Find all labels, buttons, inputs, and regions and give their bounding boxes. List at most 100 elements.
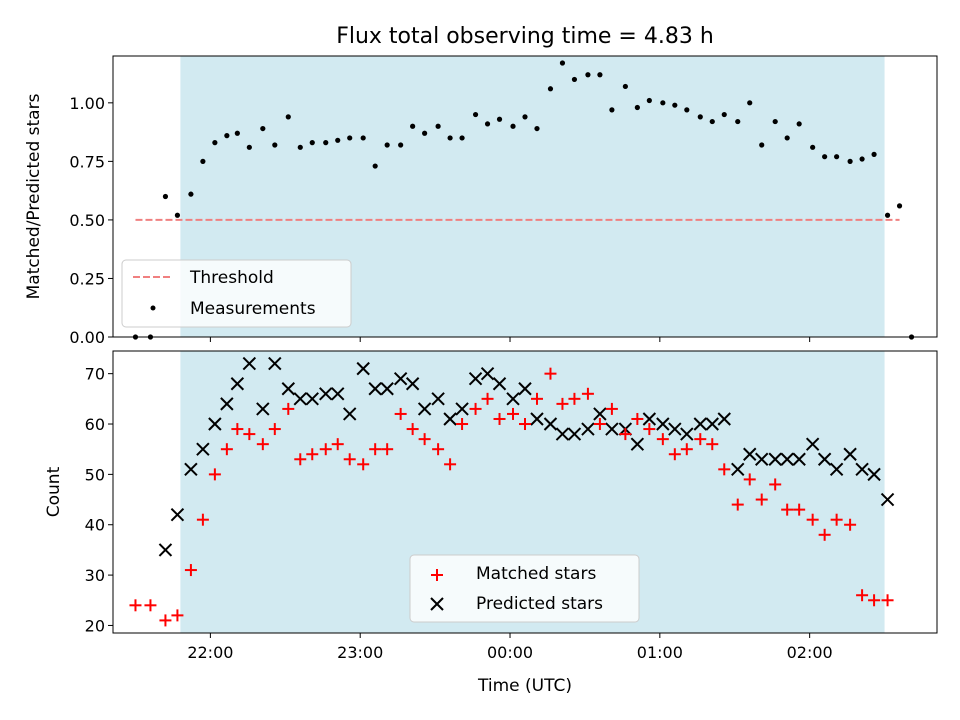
measurement-point [660,100,666,106]
predicted-stars-point [630,437,645,451]
predicted-stars-point [829,462,844,477]
predicted-stars-point [196,442,210,456]
measurement-point [747,100,753,106]
top-x-axis-ticks [209,337,811,342]
x-axis-label: Time (UTC) [477,676,572,696]
measurement-point [174,212,181,218]
predicted-stars-point [184,462,198,477]
predicted-stars-point [430,597,444,611]
measurement-point [721,111,727,118]
predicted-stars-point [656,417,670,431]
measurement-point [684,107,690,113]
predicted-stars-point [843,447,857,461]
predicted-stars-point [705,417,719,431]
predicted-stars-point [220,397,234,411]
measurement-point [200,158,206,164]
predicted-stars-point [417,402,432,416]
measurement-point [297,144,303,150]
measurement-point [335,137,341,143]
predicted-stars-point [755,452,769,466]
measurement-point [571,76,578,83]
measurement-point [360,135,366,141]
measurement-point [547,86,554,92]
measurement-point [398,142,404,148]
measurements-legend-label: Measurements [190,299,316,319]
predicted-stars-point [567,427,582,441]
bottom-plot-frame [112,350,938,634]
predicted-stars-point [581,422,595,436]
y-tick-label: 20 [85,616,105,635]
predicted-stars-point [281,382,295,396]
predicted-stars-point [780,452,794,466]
measurements-legend-swatch [150,305,156,311]
predicted-stars-point [331,387,345,401]
predicted-stars-point [506,392,520,406]
x-tick-label: 23:00 [337,643,383,662]
y-tick-label: 0.50 [69,211,105,230]
predicted-stars-point [368,382,382,396]
measurement-point [772,118,778,125]
y-tick-label: 0.00 [69,328,105,347]
predicted-stars-point [268,356,282,371]
y-tick-label: 30 [85,566,105,585]
measurement-point [224,133,230,139]
predicted-stars-point [792,452,806,466]
measurement-point [285,114,291,120]
measurement-point [162,193,169,200]
measurement-point [272,142,278,148]
predicted-stars-point [717,412,731,426]
predicted-stars-point [543,417,558,431]
measurement-point [859,156,865,162]
measurement-point [260,125,266,132]
measurement-point [697,114,703,120]
predicted-stars-point [319,387,333,401]
predicted-stars-point [817,452,832,466]
matched-stars-legend-swatch [431,569,443,581]
measurement-point [796,121,802,127]
predicted-stars-point [668,422,682,436]
count-points-layer [129,356,895,627]
measurement-point [871,151,877,157]
top-y-axis-label: Matched/Predicted stars [24,93,44,299]
predicted-stars-point [431,392,445,406]
measurement-point [309,140,315,146]
measurement-point [759,142,765,148]
predicted-stars-point [256,402,270,416]
top-legend-box [121,259,352,328]
measurement-point [459,135,465,141]
measurement-point [810,144,816,150]
top-y-axis-ticks: 0.00 0.25 0.50 0.75 1.00 [69,94,113,347]
predicted-stars-point [480,366,495,381]
predicted-stars-legend-label: Predicted stars [476,594,603,614]
measurement-point [534,125,540,132]
bottom-y-axis-label: Count [44,466,64,517]
measurement-point [496,116,503,122]
measurement-point [212,140,218,146]
predicted-stars-point [492,377,507,391]
measurement-point [410,123,416,129]
measurement-point [234,130,240,136]
measurement-point [622,83,628,90]
bottom-legend: Matched stars Predicted stars [409,554,640,623]
predicted-stars-point [768,452,782,466]
predicted-stars-point [642,412,657,426]
predicted-stars-point [680,427,694,441]
measurement-point [597,72,603,78]
bottom-legend-box [409,554,640,623]
y-tick-label: 70 [85,365,105,384]
predicted-stars-point [305,392,319,406]
measurement-point [585,72,591,78]
predicted-stars-legend-swatch [430,597,444,611]
measurement-point [896,203,903,209]
predicted-stars-point [170,507,185,522]
measurement-point [246,144,252,150]
measurement-point [422,130,428,136]
predicted-stars-point [555,427,570,441]
predicted-stars-point [242,356,257,371]
x-tick-label: 00:00 [487,643,533,662]
matched-stars-legend-label: Matched stars [476,564,596,584]
measurement-point [347,135,353,141]
predicted-stars-point [805,437,820,451]
predicted-stars-point [158,543,173,557]
